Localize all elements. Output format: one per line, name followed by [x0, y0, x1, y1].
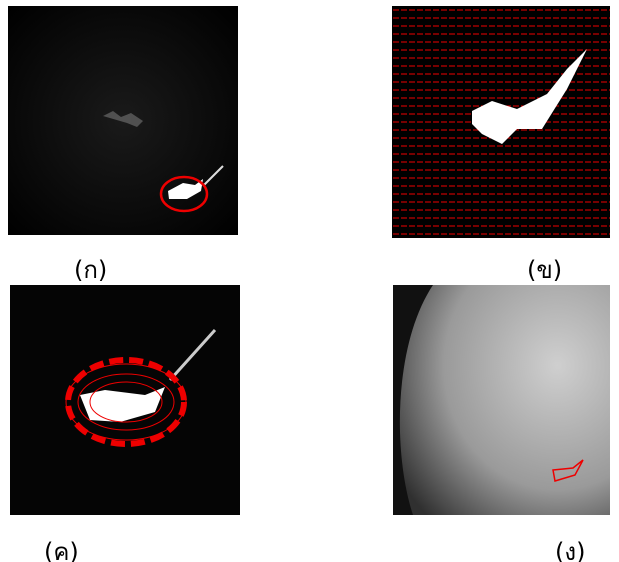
image-a: [8, 6, 238, 235]
caption: (ง): [555, 532, 585, 562]
image-c: [10, 285, 240, 515]
image-d: [393, 285, 610, 515]
caption: (ก): [74, 250, 107, 289]
figure: (ก) (ข) (ค) (ง): [0, 0, 619, 562]
caption: (ค): [44, 532, 79, 562]
image-b: [392, 6, 610, 238]
caption: (ข): [527, 250, 562, 289]
